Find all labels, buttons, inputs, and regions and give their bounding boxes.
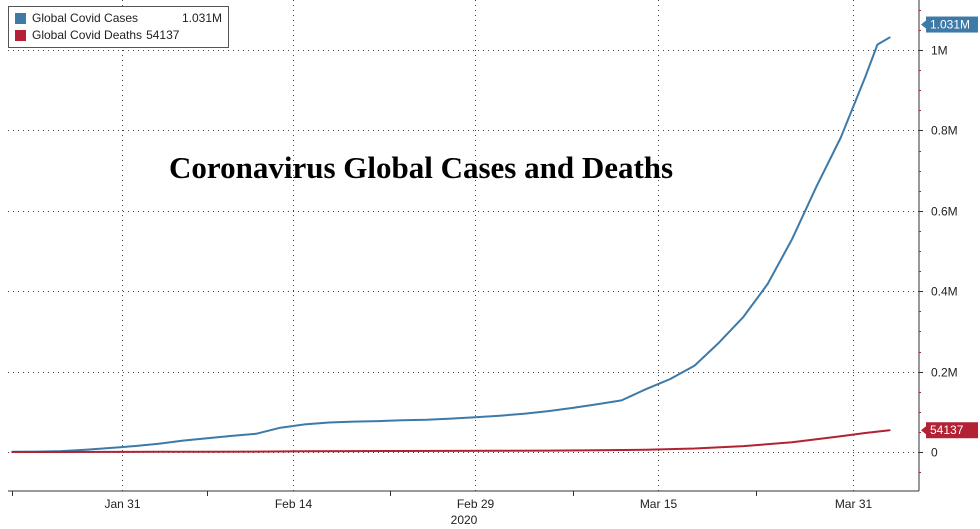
end-labels: 1.031M 54137: [921, 16, 978, 439]
x-tick-label: Mar 15: [640, 497, 678, 511]
legend-swatch-cases: [15, 13, 26, 24]
cases-end-tag: [926, 16, 978, 33]
legend: Global Covid Cases 1.031M Global Covid D…: [8, 6, 230, 48]
cases-line: [11, 36, 891, 453]
x-axis-ticks: Jan 31 Feb 14 Feb 29 Mar 15 Mar 31: [12, 491, 873, 511]
y-tick-label: 0.8M: [931, 124, 958, 138]
deaths-end-label: 54137: [930, 423, 964, 437]
x-tick-label: Feb 29: [457, 497, 495, 511]
x-tick-label: Mar 31: [835, 497, 873, 511]
x-tick-label: Jan 31: [104, 497, 140, 511]
end-tag-pointer: [921, 20, 926, 29]
legend-value-cases: 1.031M: [182, 11, 223, 25]
end-tag-pointer: [921, 426, 926, 435]
cases-end-label: 1.031M: [930, 18, 970, 32]
chart-title: Coronavirus Global Cases and Deaths: [169, 150, 674, 185]
x-tick-label: Feb 14: [275, 497, 313, 511]
legend-item-cases: Global Covid Cases 1.031M: [15, 10, 222, 27]
legend-value-deaths: 54137: [146, 28, 180, 42]
deaths-line: [11, 429, 891, 453]
y-tick-label: 1M: [931, 44, 948, 58]
y-axis-ticks: 0 0.2M 0.4M 0.6M 0.8M 1M: [919, 10, 958, 473]
y-tick-label: 0.2M: [931, 366, 958, 380]
legend-item-deaths: Global Covid Deaths 54137: [15, 27, 222, 44]
x-axis-year-label: 2020: [451, 513, 478, 527]
legend-swatch-deaths: [15, 30, 26, 41]
y-tick-label: 0.6M: [931, 205, 958, 219]
y-tick-label: 0: [931, 446, 938, 460]
gridlines: [8, 0, 919, 491]
axes: [8, 0, 920, 492]
series: [11, 36, 891, 453]
y-tick-label: 0.4M: [931, 285, 958, 299]
legend-label-cases: Global Covid Cases: [32, 11, 139, 25]
deaths-end-tag: [926, 422, 978, 439]
legend-label-deaths: Global Covid Deaths: [32, 28, 143, 42]
